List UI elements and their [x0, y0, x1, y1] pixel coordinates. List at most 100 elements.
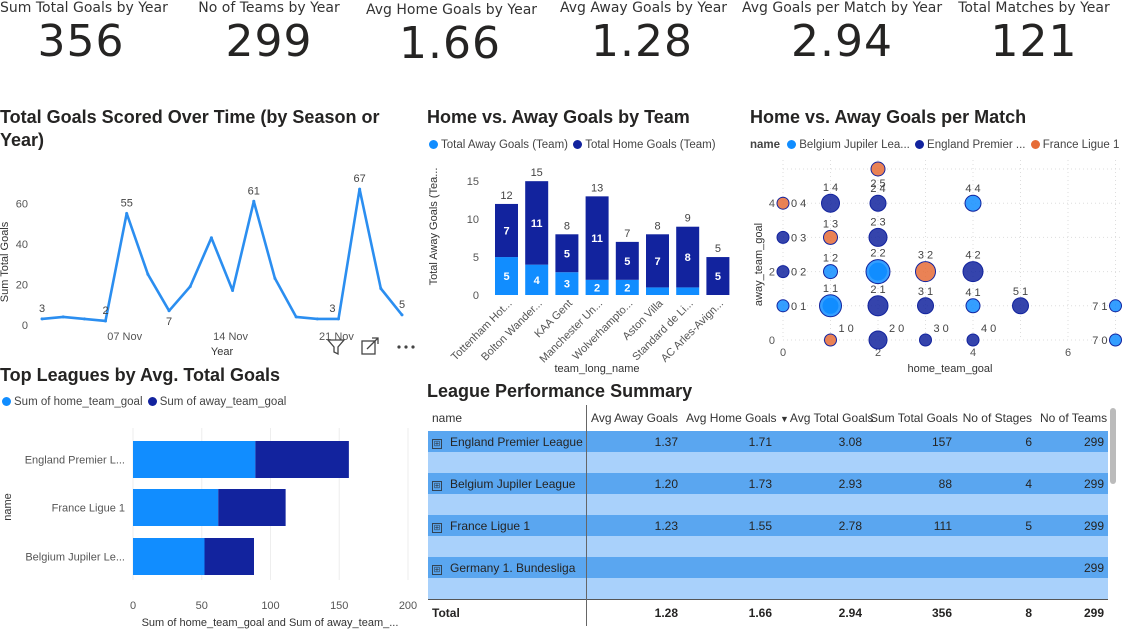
bar-home — [495, 203, 518, 258]
legend-swatch-belgium — [787, 140, 797, 149]
point-label: 1 0 — [839, 323, 854, 335]
hbar-chart-legend: Sum of home_team_goal Sum of away_team_g… — [0, 396, 286, 408]
x-tick-label: 0 — [780, 347, 786, 359]
column-header-teams[interactable]: No of Teams — [1040, 411, 1108, 425]
bar-home — [615, 241, 639, 280]
scatter-chart[interactable]: 0 2 4 6 0 2 4 home_team_goal away_team_goal 0 4 0 … — [750, 160, 1122, 380]
kpi-title: Sum Total Goals by Year — [0, 0, 168, 16]
hbar-chart-title: Top Leagues by Avg. Total Goals — [0, 365, 281, 385]
y-tick-label: 0 — [769, 335, 775, 347]
kpi-card-avg-away-goals[interactable]: Avg Away Goals by Year 1.28 — [560, 0, 728, 68]
league-summary-table[interactable]: name Avg Away Goals Avg Home Goals ▼Avg … — [428, 405, 1108, 633]
scatter-point — [1012, 297, 1029, 315]
x-tick-label: 07 Nov — [107, 331, 142, 343]
x-tick-label: 4 — [970, 347, 976, 359]
line-point — [125, 211, 129, 215]
kpi-card-avg-home-goals[interactable]: Avg Home Goals by Year 1.66 — [366, 2, 537, 70]
table-cell: 5 — [956, 515, 1036, 536]
line-point — [104, 319, 108, 323]
data-label: 61 — [248, 185, 260, 197]
bar-away-label: 2 — [594, 282, 600, 294]
bar-total-label: 12 — [500, 190, 512, 202]
table-cell: 299 — [1036, 557, 1108, 578]
y-tick-label: 40 — [16, 239, 28, 251]
scatter-point — [962, 261, 984, 283]
scatter-chart-legend: name Belgium Jupiler Lea... England Prem… — [750, 139, 1119, 151]
scatter-point — [870, 161, 886, 177]
scatter-point — [776, 265, 790, 279]
x-tick-label: 150 — [330, 600, 348, 612]
y-tick-label: France Ligue 1 — [52, 503, 125, 515]
point-label: 0 4 — [791, 198, 806, 210]
spacer-cell — [428, 536, 587, 557]
line-point — [400, 313, 404, 317]
point-label: 0 1 — [791, 301, 806, 313]
column-header-stages[interactable]: No of Stages — [962, 411, 1032, 425]
line-point — [40, 317, 44, 321]
more-options-icon[interactable] — [397, 345, 415, 349]
hbar-chart[interactable]: 0 50 100 150 200 England Premier L... France L… — [0, 420, 425, 633]
point-label: 3 1 — [918, 286, 933, 298]
column-header-avg-home[interactable]: Avg Home Goals — [686, 411, 777, 425]
bar-home-goal — [133, 441, 256, 478]
kpi-title: Avg Away Goals by Year — [560, 0, 728, 16]
kpi-card-teams[interactable]: No of Teams by Year 299 — [190, 0, 348, 68]
row-name-cell: ⊞ France Ligue 1 — [428, 515, 587, 536]
y-tick-label: 0 — [22, 320, 28, 332]
point-label: 3 0 — [934, 323, 949, 335]
bar-total-label: 5 — [715, 243, 721, 255]
table-cell: 4 — [956, 473, 1036, 494]
table-cell: 1.55 — [682, 515, 776, 536]
bar-home — [555, 234, 579, 273]
expand-icon[interactable]: ⊞ — [432, 438, 442, 449]
expand-icon[interactable]: ⊞ — [432, 564, 442, 575]
bar-away — [646, 287, 669, 295]
bar-away — [615, 279, 639, 295]
kpi-card-total-matches[interactable]: Total Matches by Year 121 — [956, 0, 1112, 68]
table-row-spacer — [428, 536, 1108, 557]
column-header-avg-away[interactable]: Avg Away Goals — [591, 411, 678, 425]
bar-home — [706, 257, 730, 295]
line-point — [146, 272, 150, 276]
spacer-cell — [428, 578, 587, 600]
total-cell: 8 — [956, 599, 1036, 626]
line-series — [41, 187, 404, 323]
spacer-cell — [682, 536, 776, 557]
bar-home-label: 5 — [715, 271, 721, 283]
expand-icon[interactable]: ⊞ — [432, 522, 442, 533]
x-tick-label: 6 — [1065, 347, 1071, 359]
bar-home-label: 5 — [624, 256, 630, 268]
total-cell: 356 — [866, 599, 956, 626]
table-row[interactable]: ⊞ England Premier League 1.37 1.71 3.08 157 6 2… — [428, 431, 1108, 452]
table-cell: 2.93 — [776, 473, 866, 494]
kpi-card-total-goals[interactable]: Sum Total Goals by Year 356 — [0, 0, 168, 68]
spacer-cell — [776, 494, 866, 515]
y-axis-title: Total Away Goals (Tea... — [428, 168, 440, 286]
table-cell: 157 — [866, 431, 956, 452]
kpi-card-avg-goals-per-match[interactable]: Avg Goals per Match by Year 2.94 — [742, 0, 942, 68]
point-label: 0 2 — [791, 267, 806, 279]
y-tick-label: 5 — [473, 252, 479, 264]
kpi-value: 1.66 — [399, 18, 501, 69]
scatter-point-inner — [869, 262, 887, 281]
column-header-sum-total[interactable]: Sum Total Goals — [870, 411, 958, 425]
table-scrollbar[interactable] — [1110, 408, 1116, 484]
table-cell — [682, 557, 776, 578]
bar-home-goal — [133, 489, 219, 526]
column-header-name[interactable]: name — [428, 405, 587, 431]
table-row[interactable]: ⊞ Germany 1. Bundesliga 299 — [428, 557, 1108, 578]
table-row[interactable]: ⊞ France Ligue 1 1.23 1.55 2.78 111 5 299 — [428, 515, 1108, 536]
x-axis-title: Sum of home_team_goal and Sum of away_te… — [142, 617, 399, 629]
point-label: 2 0 — [889, 323, 904, 335]
data-label: 5 — [399, 299, 405, 311]
column-header-avg-total[interactable]: ▼Avg Total Goals — [776, 405, 874, 431]
scatter-point — [966, 333, 980, 347]
expand-icon[interactable]: ⊞ — [432, 480, 442, 491]
table-row[interactable]: ⊞ Belgium Jupiler League 1.20 1.73 2.93 88 4 29… — [428, 473, 1108, 494]
y-tick-label: Belgium Jupiler Le... — [25, 552, 125, 564]
focus-mode-icon[interactable] — [361, 337, 379, 355]
y-tick-label: 10 — [467, 214, 479, 226]
filter-icon[interactable] — [326, 339, 346, 356]
